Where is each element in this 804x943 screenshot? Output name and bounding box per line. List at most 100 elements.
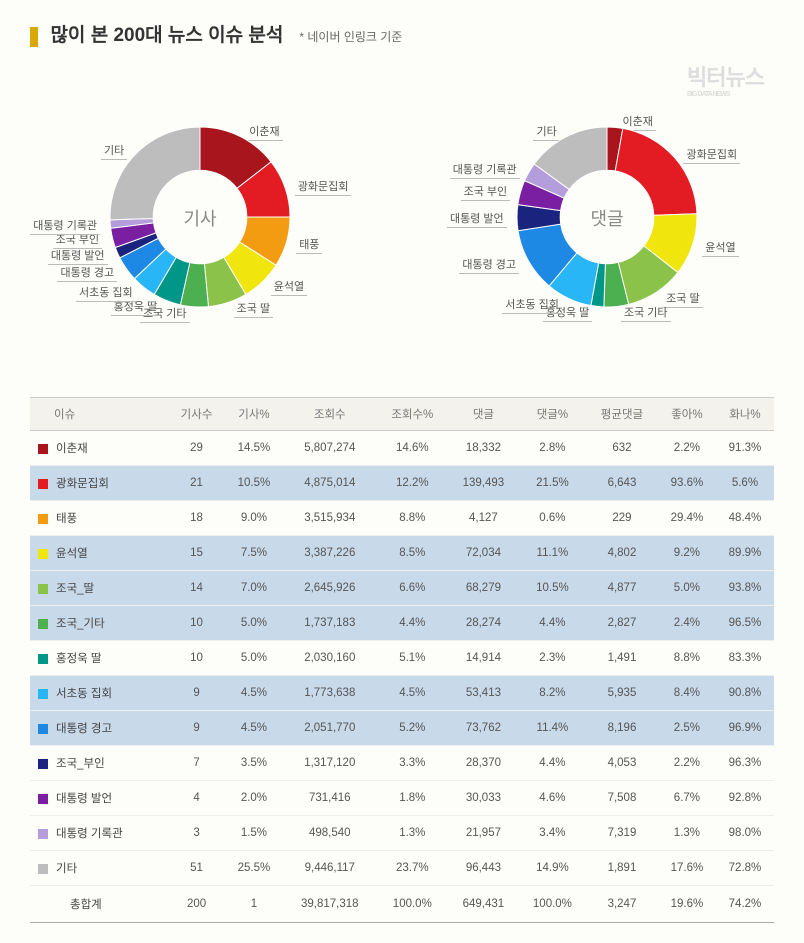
table-cell: 10 bbox=[168, 641, 225, 676]
issue-label: 조국_부인 bbox=[56, 758, 105, 770]
issue-label: 조국_딸 bbox=[56, 583, 94, 595]
table-cell: 9.2% bbox=[658, 536, 716, 571]
table-cell: 9 bbox=[168, 711, 225, 746]
table-cell: 1,317,120 bbox=[283, 746, 377, 781]
page-subtitle: * 네이버 인링크 기준 bbox=[299, 28, 402, 45]
table-cell: 4.5% bbox=[377, 676, 448, 711]
table-total-cell: 3,247 bbox=[586, 886, 658, 923]
table-cell: 1,773,638 bbox=[283, 676, 377, 711]
table-cell: 0.6% bbox=[519, 501, 586, 536]
table-cell: 1.3% bbox=[658, 816, 716, 851]
donut-chart-comments: 이춘재광화문집회윤석열조국 딸조국 기타홍정욱 딸서초동 집회대통령 경고대통령… bbox=[417, 67, 774, 367]
table-total-row: 총합계200139,817,318100.0%649,431100.0%3,24… bbox=[30, 886, 774, 923]
color-swatch bbox=[38, 864, 48, 874]
table-cell: 1.3% bbox=[377, 816, 448, 851]
color-swatch bbox=[38, 654, 48, 664]
table-cell: 10.5% bbox=[225, 466, 283, 501]
color-swatch bbox=[38, 689, 48, 699]
table-cell: 4.5% bbox=[225, 711, 283, 746]
table-cell: 18 bbox=[168, 501, 225, 536]
table-cell: 홍정욱 딸 bbox=[30, 641, 168, 676]
table-row: 조국_기타105.0%1,737,1834.4%28,2744.4%2,8272… bbox=[30, 606, 774, 641]
table-cell: 2,645,926 bbox=[283, 571, 377, 606]
table-header: 기사% bbox=[225, 398, 283, 431]
table-cell: 3.3% bbox=[377, 746, 448, 781]
table-cell: 1,737,183 bbox=[283, 606, 377, 641]
table-cell: 632 bbox=[586, 431, 658, 466]
table-row: 태풍189.0%3,515,9348.8%4,1270.6%22929.4%48… bbox=[30, 501, 774, 536]
table-header: 기사수 bbox=[168, 398, 225, 431]
donut-slice bbox=[615, 128, 697, 215]
issue-label: 태풍 bbox=[56, 513, 77, 525]
table-cell: 229 bbox=[586, 501, 658, 536]
table-cell: 14.6% bbox=[377, 431, 448, 466]
table-cell: 23.7% bbox=[377, 851, 448, 886]
table-cell: 4.4% bbox=[519, 606, 586, 641]
table-row: 윤석열157.5%3,387,2268.5%72,03411.1%4,8029.… bbox=[30, 536, 774, 571]
table-cell: 5,935 bbox=[586, 676, 658, 711]
table-total-cell: 총합계 bbox=[30, 886, 168, 923]
table-cell: 조국_딸 bbox=[30, 571, 168, 606]
table-cell: 7,319 bbox=[586, 816, 658, 851]
table-cell: 72.8% bbox=[716, 851, 774, 886]
title-accent bbox=[30, 27, 38, 47]
table-row: 대통령 기록관31.5%498,5401.3%21,9573.4%7,3191.… bbox=[30, 816, 774, 851]
color-swatch bbox=[38, 549, 48, 559]
color-swatch bbox=[38, 829, 48, 839]
table-cell: 498,540 bbox=[283, 816, 377, 851]
table-row: 조국_딸147.0%2,645,9266.6%68,27910.5%4,8775… bbox=[30, 571, 774, 606]
table-cell: 광화문집회 bbox=[30, 466, 168, 501]
table-cell: 2.2% bbox=[658, 431, 716, 466]
table-cell: 대통령 기록관 bbox=[30, 816, 168, 851]
table-cell: 29.4% bbox=[658, 501, 716, 536]
issue-label: 대통령 경고 bbox=[56, 723, 112, 735]
table-cell: 89.9% bbox=[716, 536, 774, 571]
table-total-cell: 100.0% bbox=[519, 886, 586, 923]
table-cell: 윤석열 bbox=[30, 536, 168, 571]
table-cell: 조국_기타 bbox=[30, 606, 168, 641]
table-cell: 4.5% bbox=[225, 676, 283, 711]
table-row: 대통령 경고94.5%2,051,7705.2%73,76211.4%8,196… bbox=[30, 711, 774, 746]
table-cell: 4,127 bbox=[448, 501, 519, 536]
color-swatch bbox=[38, 724, 48, 734]
table-cell: 6.7% bbox=[658, 781, 716, 816]
issue-label: 이춘재 bbox=[56, 443, 88, 455]
table-cell: 11.1% bbox=[519, 536, 586, 571]
table-cell: 51 bbox=[168, 851, 225, 886]
table-cell: 3 bbox=[168, 816, 225, 851]
table-cell: 7.0% bbox=[225, 571, 283, 606]
table-cell: 2.8% bbox=[519, 431, 586, 466]
table-cell: 7 bbox=[168, 746, 225, 781]
table-cell: 21 bbox=[168, 466, 225, 501]
table-cell: 91.3% bbox=[716, 431, 774, 466]
table-cell: 15 bbox=[168, 536, 225, 571]
table-cell: 96,443 bbox=[448, 851, 519, 886]
table-cell: 5.0% bbox=[225, 606, 283, 641]
table-cell: 조국_부인 bbox=[30, 746, 168, 781]
table-cell: 83.3% bbox=[716, 641, 774, 676]
charts-row: 이춘재광화문집회태풍윤석열조국 딸조국 기타홍정욱 딸서초동 집회대통령 경고대… bbox=[30, 67, 774, 367]
table-header: 화나% bbox=[716, 398, 774, 431]
table-row: 조국_부인73.5%1,317,1203.3%28,3704.4%4,0532.… bbox=[30, 746, 774, 781]
color-swatch bbox=[38, 794, 48, 804]
donut-chart-articles: 이춘재광화문집회태풍윤석열조국 딸조국 기타홍정욱 딸서초동 집회대통령 경고대… bbox=[30, 67, 387, 367]
table-row: 기타5125.5%9,446,11723.7%96,44314.9%1,8911… bbox=[30, 851, 774, 886]
table-cell: 4,875,014 bbox=[283, 466, 377, 501]
table-cell: 5.0% bbox=[658, 571, 716, 606]
table-cell: 3.4% bbox=[519, 816, 586, 851]
issue-label: 홍정욱 딸 bbox=[56, 653, 102, 665]
table-cell: 1,491 bbox=[586, 641, 658, 676]
table-cell: 1.8% bbox=[377, 781, 448, 816]
table-cell: 8.8% bbox=[658, 641, 716, 676]
table-cell: 10.5% bbox=[519, 571, 586, 606]
table-cell: 8.2% bbox=[519, 676, 586, 711]
table-total-cell: 1 bbox=[225, 886, 283, 923]
table-cell: 3,515,934 bbox=[283, 501, 377, 536]
issue-label: 조국_기타 bbox=[56, 618, 105, 630]
table-cell: 98.0% bbox=[716, 816, 774, 851]
issue-label: 윤석열 bbox=[56, 548, 88, 560]
issue-label: 대통령 발언 bbox=[56, 793, 112, 805]
table-cell: 96.5% bbox=[716, 606, 774, 641]
table-cell: 2.4% bbox=[658, 606, 716, 641]
table-row: 이춘재2914.5%5,807,27414.6%18,3322.8%6322.2… bbox=[30, 431, 774, 466]
